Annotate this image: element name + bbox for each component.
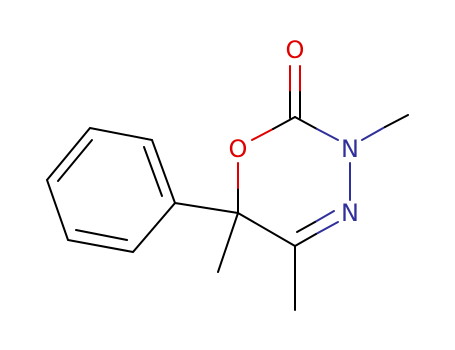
bond (143, 146, 163, 197)
bond (294, 233, 317, 247)
bond (174, 202, 239, 214)
bond (314, 210, 335, 223)
atom-label: N (341, 135, 359, 163)
atom-label: N (341, 199, 359, 227)
bond (316, 128, 339, 141)
bond (294, 116, 318, 130)
bond (384, 114, 409, 128)
phenyl-ring (45, 126, 177, 254)
bond (361, 126, 386, 141)
atom-label: O (286, 36, 305, 64)
atom-label: O (229, 135, 248, 163)
bond (75, 229, 128, 241)
bond (237, 212, 296, 247)
bond (251, 128, 274, 141)
bond (315, 221, 339, 235)
bonds (45, 65, 409, 311)
bond (217, 212, 239, 273)
bond (296, 221, 316, 233)
bond (57, 139, 93, 182)
bond (272, 116, 296, 130)
